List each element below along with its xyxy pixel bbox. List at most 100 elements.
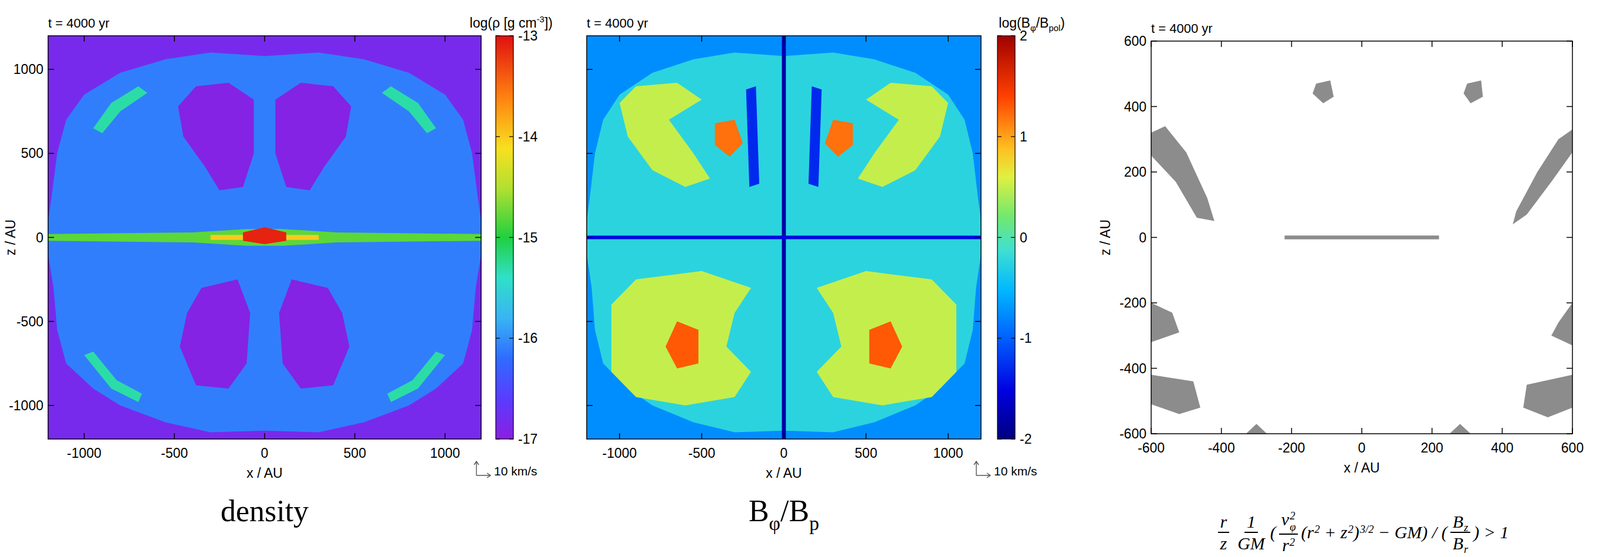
x-tick [1150, 427, 1152, 434]
symbol: GM [1237, 533, 1265, 553]
region [611, 271, 752, 406]
script: 3/2 [1360, 523, 1375, 536]
colorbar [997, 35, 1016, 439]
region [387, 351, 445, 402]
caption-text: /B [780, 494, 810, 528]
x-tick [174, 35, 176, 42]
x-tick [174, 433, 176, 439]
colorbar-tick [509, 136, 514, 137]
x-tick-label: 500 [343, 445, 367, 461]
y-tick [1566, 433, 1573, 435]
y-tick [586, 69, 593, 71]
colorbar-tick [509, 337, 514, 339]
x-tick [947, 35, 949, 42]
subscript: φ [1289, 521, 1296, 533]
region [857, 82, 949, 188]
x-tick [354, 35, 356, 42]
x-tick [1431, 427, 1433, 434]
y-tick [586, 153, 593, 155]
y-tick-label: 0 [1138, 229, 1147, 246]
x-tick [83, 35, 86, 42]
y-tick-label: 600 [1124, 33, 1147, 49]
y-tick-label: 1000 [13, 61, 44, 77]
y-tick [475, 69, 482, 71]
x-tick [1220, 427, 1223, 434]
x-tick [1361, 427, 1363, 434]
script: 2 [1347, 523, 1353, 536]
colorbar-tick-label: -16 [518, 330, 538, 346]
y-tick [586, 404, 593, 407]
term: 1 [1246, 511, 1256, 531]
x-tick [264, 433, 266, 439]
panel-title: t = 4000 yr [48, 15, 110, 31]
region [1463, 80, 1484, 104]
y-tick [1566, 367, 1573, 370]
y-tick-label: 400 [1124, 99, 1147, 115]
region [177, 82, 254, 191]
region [824, 119, 854, 157]
denominator: r2 [1279, 534, 1298, 555]
y-tick [1566, 302, 1573, 304]
x-tick [783, 35, 785, 42]
colorbar-title-text: ]) [544, 15, 553, 31]
term: ( [1270, 522, 1277, 542]
y-tick [1566, 40, 1573, 42]
region [1523, 374, 1573, 418]
colorbar-tick [1010, 438, 1016, 439]
colorbar-title: log(Bφ/Bpol) [998, 15, 1065, 33]
colorbar-tick [1010, 35, 1016, 36]
scale-label: 10 km/s [494, 464, 538, 478]
colorbar-title-text: /B [1036, 15, 1050, 31]
symbol: r [1220, 511, 1228, 531]
colorbar-tick [1010, 337, 1016, 339]
x-axis-title: x / AU [765, 465, 802, 481]
y-tick [48, 404, 54, 407]
region [1246, 423, 1268, 434]
x-tick [1291, 427, 1293, 434]
y-tick [48, 237, 54, 239]
x-tick-label: 1000 [932, 445, 963, 461]
y-tick [475, 404, 482, 407]
x-tick-label: -400 [1208, 440, 1236, 456]
symbol: r [1281, 535, 1290, 555]
x-tick [264, 35, 266, 42]
numerator: 1 [1244, 511, 1258, 533]
colorbar-tick [495, 35, 500, 36]
region [381, 86, 436, 134]
scale-label: 10 km/s [993, 464, 1038, 478]
denominator: z [1218, 532, 1230, 553]
caption-text: B [748, 494, 770, 528]
x-tick-label: 500 [854, 445, 878, 461]
term: r [1220, 511, 1228, 531]
colorbar-tick [509, 438, 514, 439]
y-tick [475, 320, 482, 323]
colorbar-tick [1010, 237, 1016, 238]
symbol: − GM) / ( [1373, 522, 1447, 542]
plot-area [1151, 41, 1573, 434]
formula: rz1GM(v2φr2(r2 + z2)3/2 − GM) / (BzBr) >… [1215, 509, 1510, 555]
symbol: v [1281, 509, 1290, 529]
x-tick [1502, 427, 1504, 434]
arrow-right [976, 472, 991, 478]
figure: -1000-50005001000-1000-50005001000t = 40… [0, 0, 1600, 557]
x-axis-title: x / AU [1343, 459, 1380, 476]
x-tick-label: -500 [160, 445, 188, 461]
colorbar-tick [495, 136, 500, 137]
plot-area [48, 35, 482, 439]
region [242, 227, 287, 245]
y-tick [475, 237, 482, 239]
y-tick [975, 69, 982, 71]
y-tick [1151, 302, 1158, 304]
region [1151, 374, 1201, 415]
colorbar-tick-label: -17 [518, 431, 538, 447]
x-tick [444, 433, 446, 439]
script: z [1463, 521, 1468, 534]
x-tick [947, 433, 949, 439]
symbol: B [1452, 533, 1464, 553]
superscript: 2 [1314, 523, 1320, 536]
y-tick-label: 200 [1124, 164, 1147, 180]
denominator: Br [1450, 532, 1471, 553]
y-tick [1566, 106, 1573, 108]
colorbar-tick [997, 337, 1002, 339]
y-tick [975, 237, 982, 239]
